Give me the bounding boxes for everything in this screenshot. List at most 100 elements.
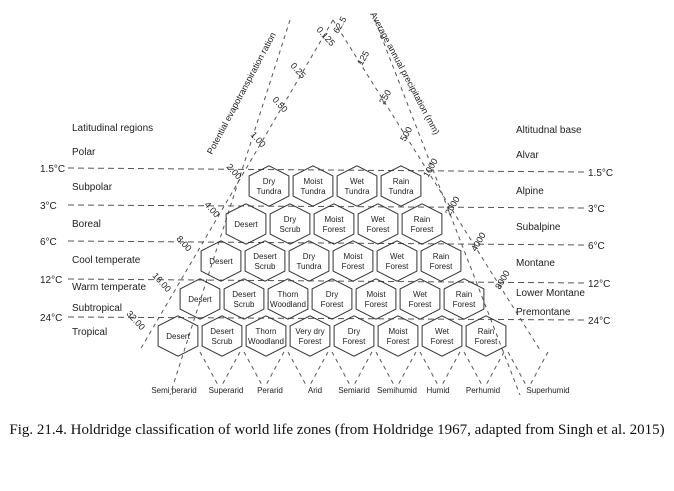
life-zone-label: Forest — [365, 300, 388, 309]
life-zone-label: Wet — [371, 215, 386, 224]
life-zone-hexagon — [157, 315, 199, 357]
temperature-line — [67, 204, 586, 209]
life-zone-hexagon — [245, 315, 287, 357]
humidity-province-label: Perhumid — [466, 386, 500, 395]
guide-line — [199, 351, 219, 386]
precipitation-tick-label: 4000 — [469, 231, 488, 253]
life-zone-label: Forest — [323, 225, 346, 234]
humidity-province-label: Superhumid — [526, 386, 569, 395]
temperature-label-left: 12°C — [40, 275, 62, 286]
life-zone-label: Moist — [303, 177, 323, 186]
guide-line — [287, 351, 307, 386]
humidity-province-label: Semiarid — [338, 386, 370, 395]
life-zone-label: Desert — [188, 295, 212, 304]
guide-line — [485, 351, 505, 386]
precipitation-tick-label: 250 — [377, 88, 393, 106]
pet-tick-label: 0.50 — [271, 95, 290, 115]
life-zone-hexagon — [355, 278, 397, 320]
life-zone-hexagon — [223, 278, 265, 320]
life-zone-label: Moist — [388, 327, 408, 336]
life-zone-hexagon — [267, 278, 309, 320]
latitudinal-region-label: Tropical — [72, 327, 107, 338]
life-zone-label: Forest — [367, 225, 390, 234]
latitudinal-region-label: Boreal — [72, 219, 101, 230]
guide-line — [463, 351, 483, 386]
precipitation-axis-title: Average annual precipitation (mm) — [368, 10, 441, 136]
life-zone-label: Woodland — [248, 337, 284, 346]
life-zone-hexagon — [421, 315, 463, 357]
humidity-province-label: Arid — [308, 386, 322, 395]
life-zone-hexagon — [380, 165, 422, 207]
life-zone-hexagon — [225, 203, 267, 245]
life-zone-label: Desert — [210, 327, 234, 336]
life-zone-label: Forest — [431, 337, 454, 346]
guide-line — [353, 351, 373, 386]
temperature-line — [67, 316, 586, 321]
temperature-line — [67, 278, 586, 284]
temperature-label-right: 12°C — [588, 279, 610, 290]
life-zone-hexagon — [401, 203, 443, 245]
life-zone-label: Forest — [409, 300, 432, 309]
life-zone-label: Forest — [475, 337, 498, 346]
life-zone-label: Desert — [209, 257, 233, 266]
life-zone-hexagon — [465, 315, 507, 357]
humidity-province-label: Semihumid — [377, 386, 417, 395]
life-zone-hexagon — [179, 278, 221, 320]
life-zone-label: Moist — [324, 215, 344, 224]
humidity-province-label: Humid — [426, 386, 449, 395]
guide-line — [375, 351, 395, 386]
temperature-label-left: 6°C — [40, 237, 57, 248]
life-zone-label: Desert — [166, 332, 190, 341]
life-zone-label: Tundra — [300, 187, 326, 196]
life-zone-hexagon — [244, 240, 286, 282]
life-zone-label: Dry — [348, 327, 360, 336]
life-zone-label: Wet — [413, 290, 428, 299]
life-zone-label: Moist — [343, 252, 363, 261]
life-zone-label: Dry — [326, 290, 338, 299]
altitudinal-belt-label: Premontane — [516, 307, 571, 318]
humidity-province-label: Superarid — [209, 386, 244, 395]
life-zone-hexagon — [336, 165, 378, 207]
altitudinal-belt-label: Alvar — [516, 150, 539, 161]
life-zone-label: Desert — [253, 252, 277, 261]
temperature-label-right: 1.5°C — [588, 168, 613, 179]
life-zone-label: Dry — [303, 252, 315, 261]
life-zone-hexagon — [313, 203, 355, 245]
temperature-label-right: 6°C — [588, 241, 605, 252]
latitudinal-region-label: Subpolar — [72, 182, 113, 193]
life-zone-label: Very dry — [295, 327, 324, 336]
altitudinal-belt-label: Alpine — [516, 186, 544, 197]
guide-line — [374, 19, 521, 395]
life-zone-hexagon — [289, 315, 331, 357]
life-zone-hexagon — [200, 240, 242, 282]
pet-tick-label: 0.25 — [289, 61, 308, 81]
precipitation-tick-label: 2000 — [443, 195, 462, 217]
guide-line — [419, 351, 439, 386]
life-zone-label: Forest — [321, 300, 344, 309]
temperature-label-left: 24°C — [40, 313, 62, 324]
life-zone-label: Forest — [430, 262, 453, 271]
precipitation-tick-label: 1000 — [421, 157, 440, 179]
life-zone-hexagon — [333, 315, 375, 357]
pet-tick-label: 1.00 — [249, 130, 268, 150]
temperature-label-right: 24°C — [588, 316, 610, 327]
life-zone-label: Rain — [456, 290, 472, 299]
life-zone-label: Wet — [390, 252, 405, 261]
latitudinal-region-label: Subtropical — [72, 303, 122, 314]
altitudinal-base-heading: Altitudnal base — [516, 125, 582, 136]
life-zone-label: Desert — [234, 220, 258, 229]
life-zone-label: Woodland — [270, 300, 306, 309]
life-zone-hexagon — [420, 240, 462, 282]
diagram-labels: 1.5°C 1.5°C 3°C 3°C 6°C 6°C 12°C 12°C 24°C 24°C La… — [40, 10, 613, 395]
temperature-line — [67, 240, 586, 246]
temperature-label-right: 3°C — [588, 204, 605, 215]
hexagon-grid — [157, 165, 507, 357]
life-zone-hexagon — [377, 315, 419, 357]
life-zone-hexagon — [376, 240, 418, 282]
life-zone-hexagon — [357, 203, 399, 245]
life-zone-hexagon — [443, 278, 485, 320]
life-zone-label: Scrub — [255, 262, 276, 271]
life-zone-hexagon — [311, 278, 353, 320]
guide-line — [265, 351, 285, 386]
life-zone-label: Forest — [386, 262, 409, 271]
